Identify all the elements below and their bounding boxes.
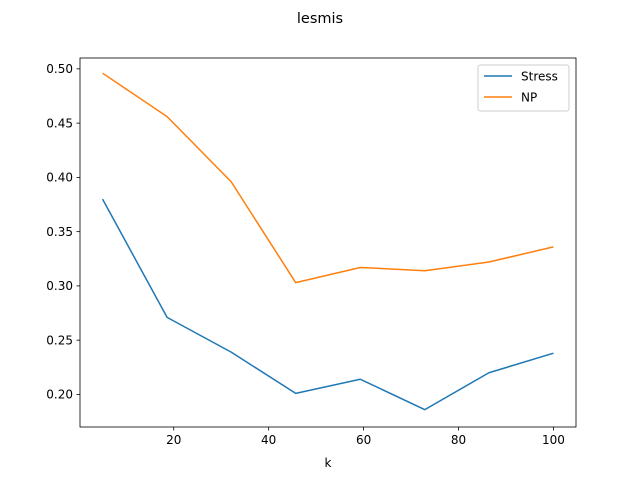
x-axis-label: k <box>325 456 332 470</box>
legend-label: NP <box>521 90 537 104</box>
y-tick-label: 0.30 <box>46 279 73 293</box>
legend: Stress NP <box>477 64 570 112</box>
y-tick-label: 0.20 <box>46 388 73 402</box>
y-tick-label: 0.25 <box>46 333 73 347</box>
x-tick-label: 60 <box>356 433 371 447</box>
y-tick-label: 0.35 <box>46 225 73 239</box>
series-line-stress <box>101 198 554 411</box>
axis-ticks: 20 40 60 80 100 0.20 0.25 0.30 0.35 0.40 0.45 0.50 <box>46 62 565 447</box>
chart-title: lesmis <box>297 11 343 27</box>
x-tick-label: 80 <box>451 433 466 447</box>
series-line-np <box>102 72 554 284</box>
x-tick-label: 100 <box>542 433 565 447</box>
plot-lines <box>101 72 554 411</box>
x-tick-label: 20 <box>166 433 181 447</box>
y-tick-label: 0.45 <box>46 116 73 130</box>
legend-label: Stress <box>521 69 558 83</box>
x-tick-label: 40 <box>261 433 276 447</box>
y-tick-label: 0.50 <box>46 62 73 76</box>
plot-frame <box>79 57 577 428</box>
y-tick-label: 0.40 <box>46 171 73 185</box>
